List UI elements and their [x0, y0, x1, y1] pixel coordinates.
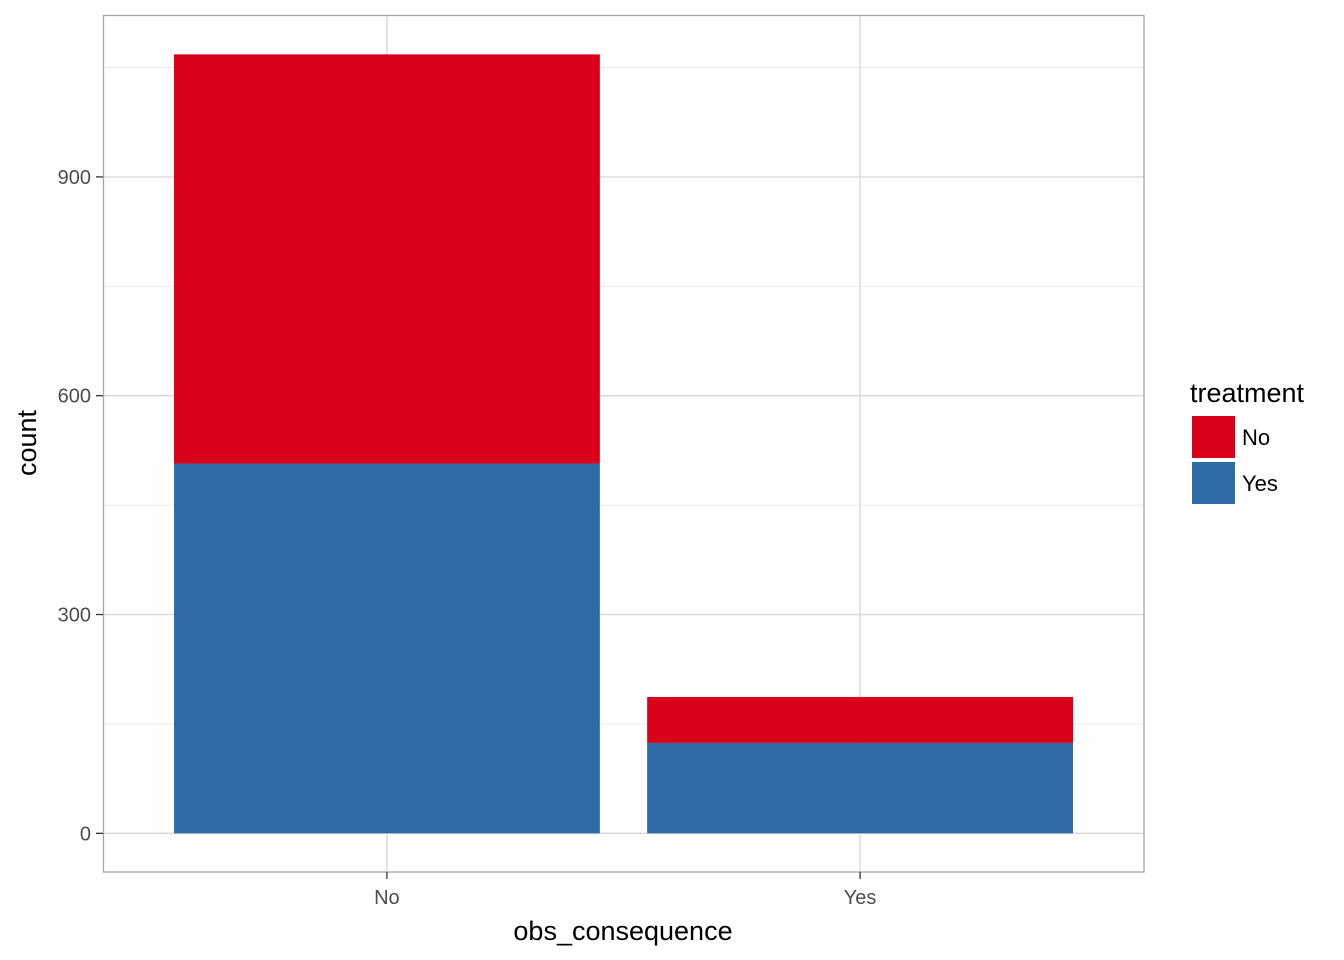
y-tick-label: 0	[80, 823, 91, 845]
bar-yes-no	[647, 696, 1074, 743]
y-tick-label: 900	[58, 167, 91, 189]
x-axis: No Yes	[374, 872, 876, 909]
bar-no-yes	[173, 463, 600, 834]
legend-label: No	[1242, 425, 1270, 450]
plot-border	[102, 14, 1145, 873]
y-tick-label: 600	[58, 386, 91, 408]
x-axis-title: obs_consequence	[513, 916, 732, 946]
y-axis: 0 300 600 900	[58, 167, 103, 845]
legend-key-no	[1192, 416, 1235, 458]
legend: treatment No Yes	[1190, 378, 1305, 504]
legend-title: treatment	[1190, 378, 1305, 408]
bar-yes-yes	[647, 742, 1074, 834]
y-axis-title: count	[12, 409, 42, 476]
legend-label: Yes	[1242, 471, 1278, 496]
x-tick-label: Yes	[844, 887, 877, 909]
legend-key-yes	[1192, 462, 1235, 504]
y-tick-label: 300	[58, 605, 91, 627]
bar-no-no	[173, 54, 600, 464]
bars	[173, 54, 1074, 834]
x-tick-label: No	[374, 887, 400, 909]
